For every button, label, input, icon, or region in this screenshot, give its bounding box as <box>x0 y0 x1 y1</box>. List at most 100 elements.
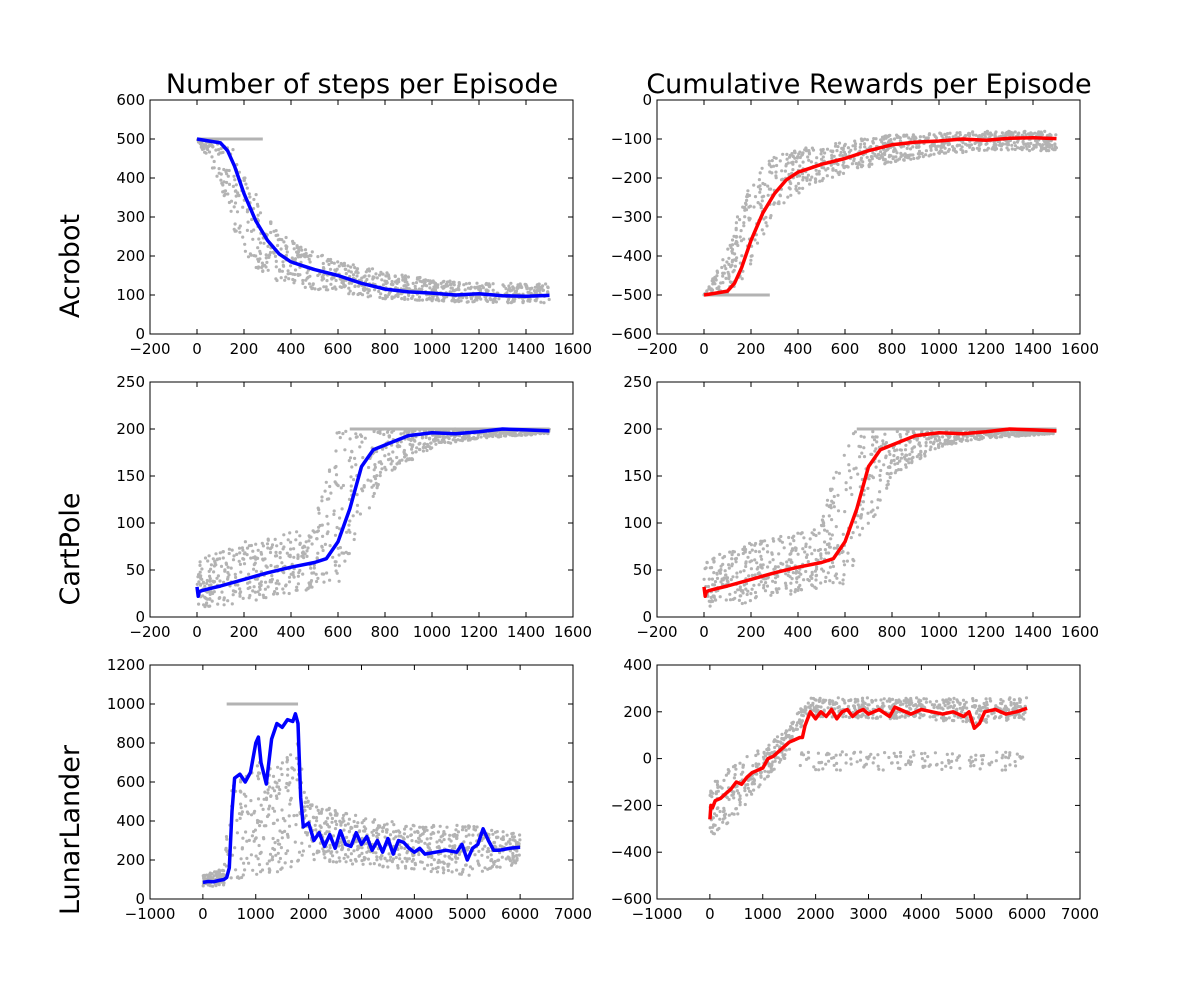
x-tick-label: 1400 <box>507 623 545 641</box>
scatter-point <box>347 523 351 527</box>
scatter-point <box>842 559 846 563</box>
scatter-point <box>715 270 720 275</box>
scatter-point <box>442 279 446 283</box>
scatter-point <box>1010 147 1014 151</box>
scatter-point <box>766 184 770 188</box>
scatter-point <box>222 883 226 887</box>
scatter-point <box>477 863 481 867</box>
y-tick-label: 150 <box>623 467 652 485</box>
scatter-point <box>409 833 413 838</box>
scatter-point <box>205 581 209 586</box>
scatter-point <box>264 256 268 260</box>
scatter-point <box>1024 144 1028 148</box>
scatter-point <box>256 590 260 594</box>
scatter-point <box>419 839 423 843</box>
scatter-point <box>781 562 785 566</box>
scatter-point <box>787 535 791 540</box>
scatter-point <box>806 560 810 564</box>
scatter-point <box>417 447 422 452</box>
scatter-point <box>334 569 338 573</box>
scatter-point <box>501 283 505 287</box>
scatter-point <box>811 148 816 152</box>
scatter-point <box>816 172 820 176</box>
scatter-point <box>235 875 239 880</box>
scatter-point <box>787 186 791 190</box>
scatter-point <box>966 439 970 443</box>
scatter-point <box>413 863 418 867</box>
scatter-point <box>223 189 228 193</box>
scatter-point <box>937 445 941 450</box>
scatter-point <box>221 183 225 187</box>
scatter-point <box>316 506 320 510</box>
scatter-point <box>730 260 734 264</box>
scatter-point <box>251 868 255 872</box>
subplot-acrobot-rewards: −200 0 200 400 600 800 1000 1200 1400 1600−600−50… <box>611 91 1099 358</box>
scatter-point <box>363 436 367 440</box>
scatter-point <box>846 551 850 555</box>
scatter-point <box>390 820 394 824</box>
scatter-point <box>366 295 370 299</box>
y-tick-label: 50 <box>633 561 652 579</box>
scatter-point <box>202 876 206 881</box>
scatter-point <box>394 855 398 860</box>
scatter-point <box>333 466 337 470</box>
scatter-point <box>456 830 460 834</box>
scatter-point <box>468 865 472 869</box>
scatter-point <box>436 285 440 289</box>
scatter-point <box>315 819 319 823</box>
scatter-point <box>417 840 421 845</box>
scatter-point <box>375 474 379 478</box>
scatter-point <box>517 284 521 288</box>
scatter-point <box>411 857 415 862</box>
scatter-point <box>405 849 410 853</box>
scatter-point <box>906 430 910 434</box>
scatter-point <box>727 563 731 567</box>
scatter-point <box>738 585 742 589</box>
scatter-point <box>810 583 814 587</box>
scatter-point <box>239 806 243 810</box>
scatter-point <box>706 584 711 589</box>
scatter-point <box>278 551 282 555</box>
scatter-point <box>844 714 848 719</box>
scatter-point <box>899 155 903 159</box>
scatter-point <box>349 852 353 856</box>
scatter-point <box>269 230 273 235</box>
scatter-point <box>507 856 511 860</box>
scatter-point <box>827 759 831 763</box>
scatter-point <box>277 860 281 864</box>
scatter-point <box>329 257 333 262</box>
scatter-point <box>230 602 234 606</box>
scatter-point <box>755 241 760 245</box>
scatter-point <box>1016 146 1020 150</box>
scatter-point <box>386 273 390 277</box>
scatter-point <box>832 494 836 499</box>
scatter-point <box>820 567 824 571</box>
scatter-point <box>229 876 233 880</box>
scatter-point <box>999 434 1003 438</box>
scatter-point <box>385 430 390 434</box>
scatter-point <box>782 201 786 205</box>
scatter-point <box>491 282 495 286</box>
scatter-point <box>289 796 293 800</box>
scatter-point <box>327 825 331 829</box>
x-tick-label: 5000 <box>448 905 486 923</box>
scatter-point <box>512 835 517 839</box>
scatter-point <box>831 581 835 585</box>
scatter-point <box>429 836 433 840</box>
scatter-point <box>821 514 826 518</box>
scatter-point <box>1001 142 1006 146</box>
scatter-point <box>296 574 300 578</box>
scatter-point <box>403 846 407 851</box>
scatter-point <box>742 583 746 587</box>
scatter-point <box>220 590 224 594</box>
scatter-point <box>310 250 314 254</box>
scatter-point <box>203 584 207 588</box>
scatter-point <box>254 598 258 602</box>
scatter-point <box>476 859 480 863</box>
x-tick-label: 1000 <box>920 623 958 641</box>
scatter-point <box>977 437 981 441</box>
scatter-point <box>387 452 391 456</box>
scatter-point <box>374 851 378 855</box>
scatter-point <box>872 137 876 141</box>
scatter-point <box>510 431 514 435</box>
